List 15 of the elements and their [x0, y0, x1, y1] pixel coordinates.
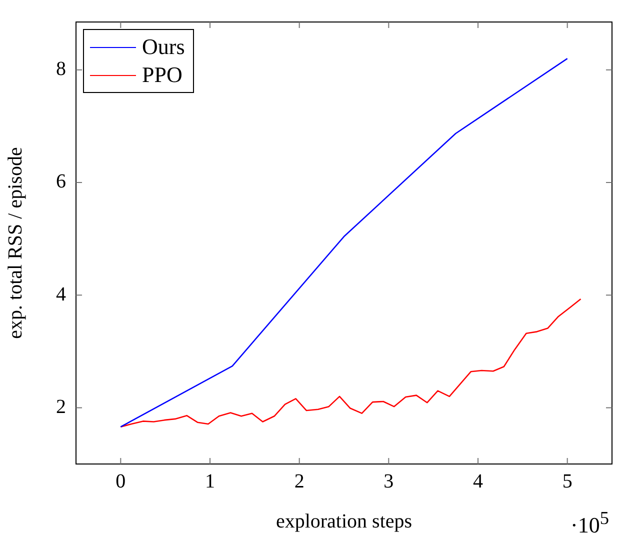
x-tick-label: 4 [473, 470, 483, 492]
y-tick-label: 4 [56, 283, 66, 306]
x-tick-label: 2 [294, 470, 304, 492]
text: ·10$^{5}$ [570, 508, 609, 538]
x-tick-label: 5 [562, 470, 572, 492]
y-tick-label: 8 [56, 58, 66, 80]
y-tick-label: 6 [56, 170, 66, 193]
x-tick-label: 3 [384, 470, 394, 492]
y-axis-title: exp. total RSS / episode [4, 147, 26, 339]
legend-label: Ours [142, 33, 185, 61]
x-tick-label: 0 [116, 470, 126, 492]
x-tick-label: 1 [205, 470, 215, 492]
x-axis-title: exploration steps [276, 510, 412, 532]
legend-label: PPO [142, 61, 182, 89]
y-tick-label: 2 [56, 396, 66, 418]
